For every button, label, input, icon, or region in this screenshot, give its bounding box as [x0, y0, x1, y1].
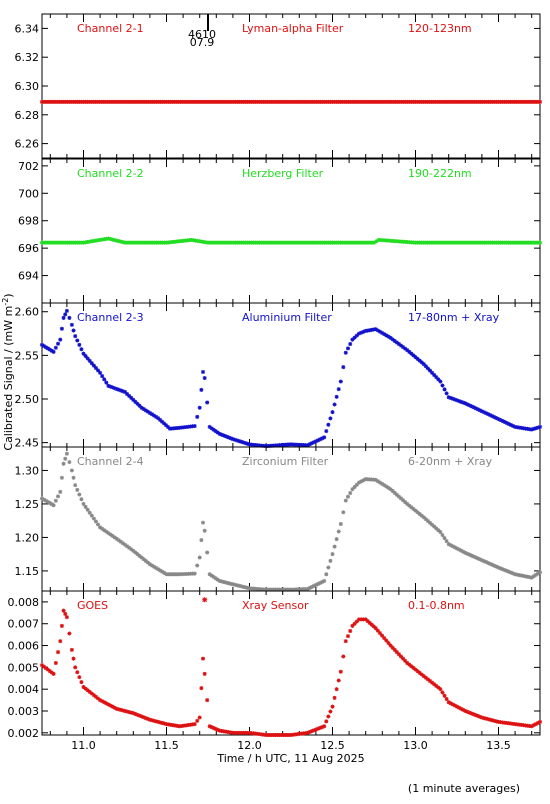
x-axis-label: Time / h UTC, 11 Aug 2025: [216, 752, 364, 765]
y-tick-label: 6.34: [15, 22, 40, 35]
y-tick-label: 696: [18, 242, 39, 255]
band-label: 17-80nm + Xray: [408, 311, 500, 324]
y-tick-label: 1.25: [15, 498, 40, 511]
y-tick-label: 0.008: [8, 596, 40, 609]
panels-group: 6.26 6.28 6.30 6.32 6.34 Channel 2-1 Lyman-alp…: [8, 13, 542, 752]
y-tick-label: 694: [18, 270, 39, 283]
series-points: [40, 451, 542, 592]
y-tick-label: 0.005: [8, 661, 40, 674]
marker-bottom-label: 07.9: [190, 36, 215, 49]
band-label: 6-20nm + Xray: [408, 455, 493, 468]
panel-4: 1.15 1.20 1.25 1.30 Channel 2-4 Zirconium Fil…: [15, 446, 542, 592]
marker-top-label: 4610: [188, 28, 216, 41]
y-tick-label: 6.32: [15, 51, 40, 64]
series-markers: [40, 451, 542, 592]
x-tick-label: 11.5: [154, 739, 179, 752]
x-tick-label: 11.0: [71, 739, 96, 752]
y-tick-label: 6.30: [15, 80, 40, 93]
filter-label: Aluminium Filter: [242, 311, 332, 324]
panel-5: 0.002 0.003 0.004 0.005 0.006 0.007 0.008 GOES X…: [8, 590, 542, 752]
y-tick-label: 2.50: [15, 393, 40, 406]
filter-label: Xray Sensor: [242, 599, 309, 612]
x-tick-label: 12.5: [320, 739, 345, 752]
channel-label: Channel 2-1: [77, 22, 144, 35]
channel-label: Channel 2-2: [77, 167, 144, 180]
series-points: [40, 308, 542, 449]
series-markers: [40, 99, 542, 104]
y-tick-label: 0.004: [8, 683, 40, 696]
y-tick-label: 1.30: [15, 464, 40, 477]
y-tick-label: 702: [18, 160, 39, 173]
band-label: 190-222nm: [408, 167, 472, 180]
series-points: [40, 99, 542, 104]
y-axis-label: Calibrated Signal / (mW m-2): [1, 293, 15, 450]
panel-3: 2.45 2.50 2.55 2.60 Channel 2-3 Aluminium Fil…: [15, 302, 542, 450]
series-markers: [40, 236, 542, 245]
y-tick-label: 0.003: [8, 705, 40, 718]
band-label: 0.1-0.8nm: [408, 599, 465, 612]
series-markers: [40, 308, 542, 449]
series-points: [40, 236, 542, 245]
y-tick-label: 6.28: [15, 109, 40, 122]
filter-label: Herzberg Filter: [242, 167, 324, 180]
x-tick-label: 12.0: [237, 739, 262, 752]
x-tick-label: 13.5: [486, 739, 511, 752]
filter-label: Zirconium Filter: [242, 455, 329, 468]
y-tick-label: 1.20: [15, 531, 40, 544]
channel-label: Channel 2-3: [77, 311, 144, 324]
y-tick-label: 698: [18, 215, 39, 228]
series-points: [40, 608, 542, 737]
channel-label: Channel 2-4: [77, 455, 144, 468]
y-tick-label: 2.45: [15, 437, 40, 450]
filter-label: Lyman-alpha Filter: [242, 22, 344, 35]
footnote: (1 minute averages): [408, 782, 520, 795]
channel-label: GOES: [77, 599, 108, 612]
band-label: 120-123nm: [408, 22, 472, 35]
y-tick-label: 0.002: [8, 727, 40, 740]
y-tick-label: 2.55: [15, 349, 40, 362]
y-tick-label: 0.007: [8, 618, 40, 631]
extra-point: [202, 597, 208, 603]
y-tick-label: 6.26: [15, 138, 40, 151]
y-tick-label: 1.15: [15, 565, 40, 578]
y-tick-label: 700: [18, 187, 39, 200]
x-tick-label: 13.0: [403, 739, 428, 752]
series-markers: [40, 597, 542, 737]
y-tick-label: 2.60: [15, 306, 40, 319]
panel-1: 6.26 6.28 6.30 6.32 6.34 Channel 2-1 Lyman-alp…: [15, 13, 542, 159]
y-tick-label: 0.006: [8, 640, 40, 653]
